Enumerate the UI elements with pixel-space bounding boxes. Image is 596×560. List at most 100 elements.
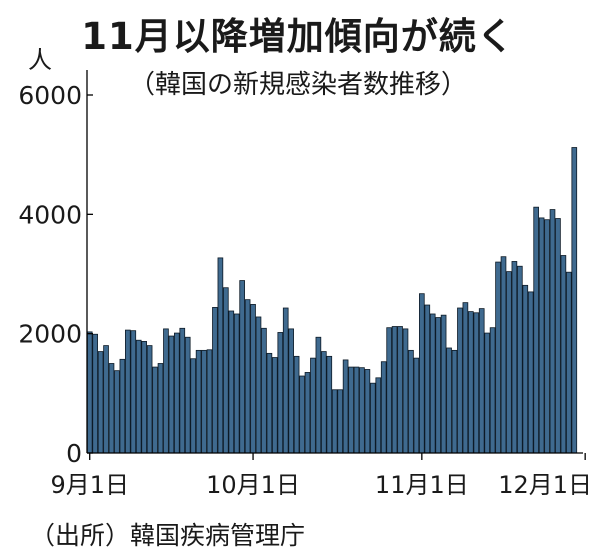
chart-subtitle: （韓国の新規感染者数推移）: [128, 70, 467, 100]
bar: [440, 314, 447, 454]
bar: [527, 291, 534, 454]
bar: [386, 327, 392, 454]
bar: [457, 307, 463, 454]
bar: [201, 349, 207, 454]
bar: [141, 341, 147, 454]
bar: [348, 366, 354, 454]
bar: [217, 257, 224, 454]
y-ticks-group: 0 2000 4000 6000: [18, 81, 93, 468]
bar: [506, 271, 512, 454]
bar: [212, 307, 218, 454]
bar: [446, 347, 452, 454]
bar: [97, 351, 104, 454]
bar: [195, 349, 202, 454]
bar: [484, 332, 490, 454]
x-tick-label: 11月1日: [375, 471, 469, 499]
bar: [451, 349, 458, 454]
bar: [92, 333, 98, 454]
bar: [304, 372, 311, 454]
bar: [174, 332, 180, 454]
bar: [468, 311, 474, 454]
y-axis-unit: 人: [28, 46, 52, 74]
bar: [326, 355, 333, 454]
x-ticks-group: 9月1日 10月1日 11月1日 12月1日: [50, 453, 592, 499]
bar: [364, 369, 371, 454]
bar: [522, 284, 529, 454]
x-tick-label: 9月1日: [50, 471, 129, 499]
bar: [86, 331, 93, 454]
bar: [130, 330, 137, 454]
bar: [331, 389, 338, 454]
y-tick-label: 6000: [18, 81, 82, 110]
bar: [206, 349, 213, 454]
bar: [277, 332, 284, 454]
bar: [391, 326, 398, 454]
chart-title: 11月以降増加傾向が続く: [81, 15, 515, 58]
bar: [380, 361, 387, 454]
bar: [517, 265, 523, 454]
y-tick-label: 2000: [18, 320, 82, 349]
bar: [473, 312, 480, 454]
bar: [119, 358, 126, 454]
bar: [146, 345, 153, 454]
bar: [533, 206, 539, 454]
bar: [239, 280, 245, 454]
bar: [489, 327, 496, 454]
bar: [560, 255, 567, 454]
bars-group: [86, 147, 578, 454]
bar: [370, 382, 376, 454]
bar: [555, 218, 561, 454]
bar: [179, 327, 186, 454]
bar: [228, 310, 235, 454]
bar: [337, 389, 343, 454]
bar: [397, 326, 403, 454]
y-tick-label: 0: [66, 439, 82, 468]
bar: [114, 370, 120, 454]
bar: [108, 363, 115, 454]
bar: [419, 293, 425, 454]
bar: [310, 357, 316, 454]
y-tick-label: 4000: [18, 200, 82, 229]
bar: [266, 352, 273, 454]
bar: [321, 351, 327, 454]
bar: [413, 357, 420, 454]
bar: [261, 327, 267, 454]
bar: [315, 336, 322, 454]
bar: [511, 261, 518, 454]
bar: [293, 355, 300, 454]
bar: [184, 336, 191, 454]
bar: [424, 304, 431, 454]
bar: [125, 329, 131, 454]
bar: [429, 313, 436, 454]
bar: [272, 357, 278, 454]
bar: [549, 209, 556, 454]
bar: [495, 261, 501, 454]
bar: [500, 256, 507, 454]
bar: [299, 375, 305, 454]
bar: [233, 313, 240, 454]
bar: [157, 363, 164, 454]
bar: [244, 299, 251, 454]
bar: [359, 367, 365, 454]
bar: [571, 147, 578, 454]
bar: [538, 217, 545, 454]
bar: [168, 335, 175, 454]
axes-group: [86, 70, 583, 454]
bar: [462, 302, 469, 454]
bar: [103, 345, 109, 454]
bar: [163, 328, 169, 454]
source-note: （出所）韓国疾病管理庁: [30, 521, 306, 550]
x-tick-label: 12月1日: [498, 471, 592, 499]
bar: [566, 271, 572, 454]
bar: [544, 219, 550, 454]
bar: [282, 307, 289, 454]
bar: [190, 358, 196, 454]
bar: [135, 339, 142, 454]
bar: [478, 308, 485, 454]
bar: [250, 304, 256, 454]
bar: [435, 317, 441, 454]
bar: [353, 366, 360, 454]
bar: [402, 328, 409, 454]
bar: [152, 366, 158, 454]
